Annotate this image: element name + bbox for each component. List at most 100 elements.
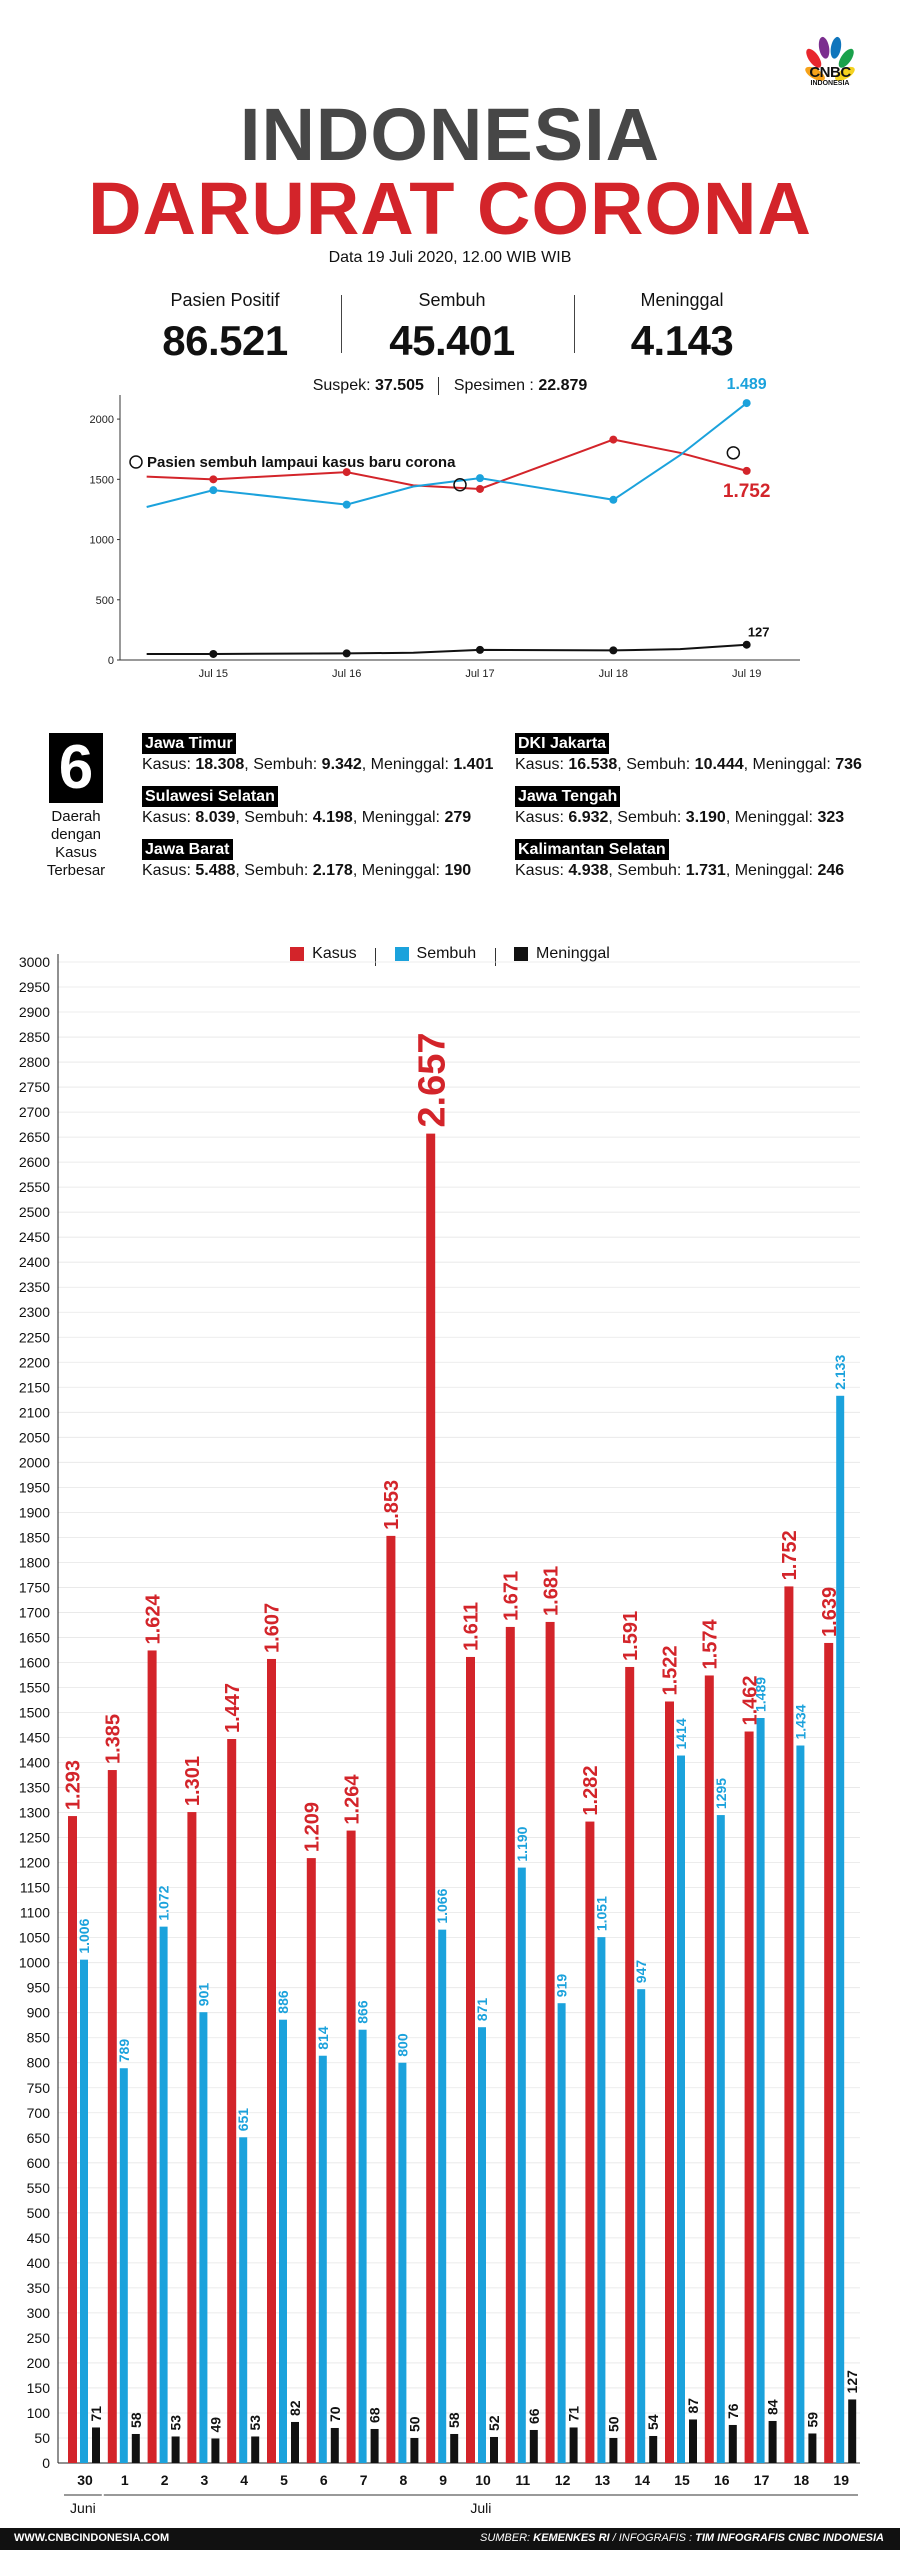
x-tick-label: 3 [201,2472,209,2488]
x-tick-label: 11 [515,2472,530,2488]
stat-positif: Pasien Positif 86.521 [115,290,335,365]
bar-kasus [147,1650,157,2463]
series-point-meninggal [609,646,618,655]
y-tick-label: 650 [27,2130,51,2146]
series-point-kasus [609,435,618,444]
stat-divider [341,295,342,353]
bar-sembuh [199,2012,208,2463]
x-tick-label: 12 [555,2472,571,2488]
bar-meninggal [490,2436,498,2463]
y-tick-label: 1800 [19,1554,50,1570]
x-tick-label: 2 [161,2472,169,2488]
y-tick-label: 2550 [19,1179,50,1195]
data-label-meninggal: 70 [327,2406,343,2422]
data-label-meninggal: 127 [844,2370,860,2394]
region-name: Jawa Tengah [515,786,621,807]
y-tick-label: 2700 [19,1104,50,1120]
series-point-sembuh [342,500,351,509]
region-value: 4.938 [568,862,609,879]
y-tick-label: 750 [27,2080,51,2096]
data-label-meninggal: 53 [247,2415,263,2431]
stat-sembuh: Sembuh 45.401 [342,290,562,365]
y-tick-label: 2400 [19,1254,50,1270]
data-label-sembuh: 1.489 [753,1677,769,1712]
region-value: 246 [817,862,845,879]
data-label-meninggal: 66 [526,2408,542,2424]
data-label-meninggal: 58 [128,2412,144,2428]
y-tick-label: 1450 [19,1730,50,1746]
data-label-sembuh: 1414 [673,1718,689,1749]
x-tick-label: Jul 15 [199,668,228,680]
region-entry: Jawa Timur Kasus: 18.308, Sembuh: 9.342, … [142,733,542,775]
data-label-sembuh: 901 [195,1983,211,2007]
end-label-kasus: 1.752 [723,481,771,502]
annotation-marker [129,455,143,469]
suspek-spesimen-line: Suspek: 37.505 Spesimen : 22.879 [0,377,900,395]
y-tick-label: 1000 [19,1955,50,1971]
annotation-text: Pasien sembuh lampaui kasus baru corona [147,454,456,471]
region-value: 1.731 [685,862,726,879]
bar-sembuh [677,1755,685,2463]
y-tick-label: 2050 [19,1429,50,1445]
bar-sembuh [836,1395,845,2463]
series-line-meninggal [146,643,747,655]
data-label-kasus: 1.282 [580,1766,602,1816]
data-label-sembuh: 651 [235,2108,251,2132]
bar-sembuh [796,1745,805,2463]
data-label-sembuh: 871 [474,1998,490,2022]
bar-sembuh [80,1959,88,2463]
legend-label: Kasus [312,945,357,962]
bar-sembuh [119,2068,128,2463]
bar-sembuh [398,2062,407,2463]
data-label-meninggal: 68 [367,2407,383,2423]
data-label-kasus: 1.293 [63,1760,85,1810]
stat-meninggal: Meninggal 4.143 [572,290,792,365]
bar-kasus [187,1812,197,2463]
legend-swatch [514,947,529,961]
y-tick-label: 1750 [19,1579,50,1595]
bar-kasus [386,1535,396,2463]
x-tick-label: 17 [754,2472,770,2488]
data-label-kasus: 1.671 [501,1571,523,1621]
data-label-kasus: 1.522 [660,1645,682,1695]
data-label-sembuh: 2.133 [832,1355,848,1390]
region-value: 1.401 [453,756,494,773]
bar-kasus [545,1621,555,2463]
region-values: Kasus: 18.308, Sembuh: 9.342, Meninggal:… [142,756,494,773]
data-label-meninggal: 71 [88,2406,104,2422]
x-tick-label: Jul 19 [732,668,761,680]
data-label-meninggal: 84 [765,2399,781,2415]
data-label-sembuh: 947 [633,1960,649,1984]
bar-kasus [505,1626,515,2463]
legend-label: Sembuh [416,945,477,962]
data-label-sembuh: 1.190 [514,1826,530,1861]
series-point-meninggal [476,645,484,654]
data-label-meninggal: 50 [605,2416,621,2432]
data-label-kasus: 1.752 [779,1530,801,1580]
y-tick-label: 150 [27,2380,51,2396]
data-label-meninggal: 87 [685,2398,701,2414]
region-value: 9.342 [321,756,362,773]
region-value: 4.198 [312,809,353,826]
y-tick-label: 100 [27,2405,51,2421]
legend-swatch [394,947,409,961]
region-entry: Jawa Tengah Kasus: 6.932, Sembuh: 3.190, … [515,786,900,828]
region-values: Kasus: 5.488, Sembuh: 2.178, Meninggal: … [142,862,472,879]
data-label-sembuh: 789 [116,2039,132,2063]
y-tick-label: 2000 [90,414,114,426]
y-tick-label: 2300 [19,1304,50,1320]
series-point-meninggal [342,649,351,658]
x-tick-label: 14 [634,2472,650,2488]
spesimen-label: Spesimen : [453,377,534,395]
region-value: 736 [835,756,862,773]
suspek-label: Suspek: [312,377,371,395]
data-label-meninggal: 58 [446,2412,462,2428]
crossing-marker [453,477,467,492]
y-tick-label: 1050 [19,1930,50,1946]
series-point-sembuh [209,486,218,495]
series-point-kasus [209,475,218,484]
suspek-value: 37.505 [374,377,424,395]
legend-label: Meninggal [536,945,610,962]
y-tick-label: 500 [27,2205,51,2221]
logo-text: CNBC [809,64,851,81]
